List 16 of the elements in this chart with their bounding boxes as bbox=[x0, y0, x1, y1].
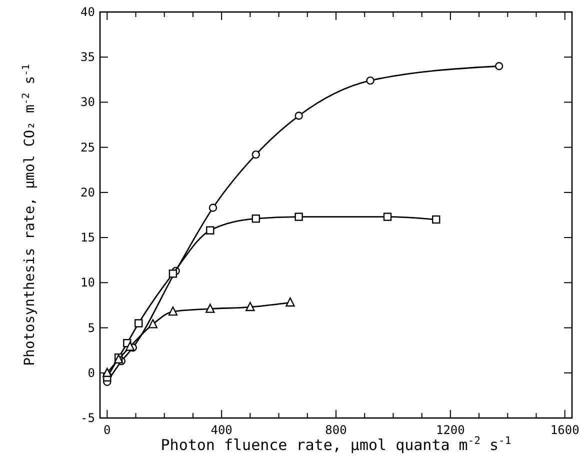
y-tick-label: 30 bbox=[80, 95, 95, 110]
y-tick-label: 5 bbox=[88, 320, 95, 335]
y-tick-label: 15 bbox=[80, 230, 95, 245]
y-tick-label: 10 bbox=[80, 276, 95, 290]
x-tick-label: 400 bbox=[210, 423, 232, 437]
y-tick-label: 25 bbox=[80, 140, 95, 154]
x-axis-title: Photon fluence rate, µmol quanta m$^{-2}$ s$^{-1}$ bbox=[160, 435, 512, 454]
y-tick-label: 20 bbox=[80, 185, 95, 200]
x-tick-label: 800 bbox=[325, 423, 347, 437]
y-tick-label: 35 bbox=[80, 50, 95, 64]
x-tick-label: 0 bbox=[104, 423, 111, 437]
x-tick-label: 1600 bbox=[550, 423, 580, 437]
y-tick-label: 0 bbox=[88, 366, 95, 380]
y-tick-label: 40 bbox=[80, 5, 95, 19]
y-tick-label: -5 bbox=[80, 411, 95, 425]
x-tick-label: 1200 bbox=[436, 423, 465, 437]
